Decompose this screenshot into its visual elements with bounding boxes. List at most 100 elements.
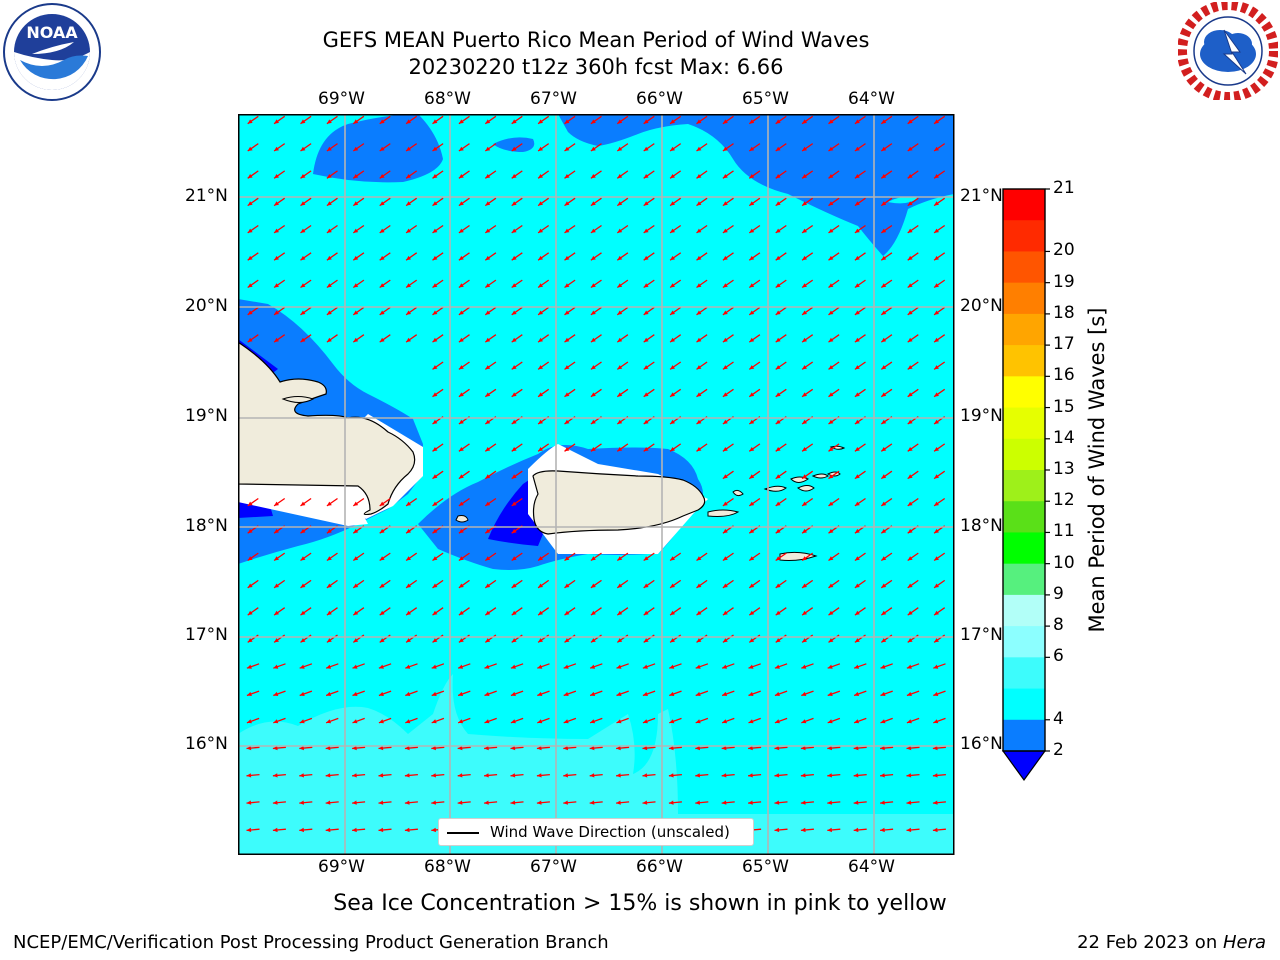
wind-wave-arrow-head <box>538 310 543 315</box>
wind-wave-arrow-head <box>907 174 913 179</box>
wind-wave-arrow-head <box>378 691 384 696</box>
wind-wave-arrow-head <box>246 800 252 805</box>
wind-wave-arrow-head <box>853 800 859 805</box>
wind-wave-arrow-head <box>616 691 622 696</box>
wind-wave-arrow-head <box>934 501 939 506</box>
wind-wave-arrow-head <box>670 228 675 233</box>
wind-wave-arrow-head <box>881 474 887 479</box>
wind-wave-arrow-head <box>538 583 543 588</box>
wind-wave-arrow-head <box>934 337 939 343</box>
wind-wave-arrow-head <box>432 365 438 370</box>
wind-wave-arrow-head <box>670 556 675 561</box>
wind-wave-arrow-head <box>353 528 359 534</box>
colorbar-tick-label: 19 <box>1053 271 1075 292</box>
wind-wave-arrow-head <box>880 664 886 669</box>
wind-wave-arrow-head <box>643 255 649 261</box>
wind-wave-arrow-head <box>564 119 570 124</box>
wind-wave-arrow-head <box>749 392 755 397</box>
wind-wave-arrow-head <box>300 228 306 233</box>
wind-wave-arrow-head <box>827 664 833 669</box>
wind-wave-arrow-head <box>272 745 278 751</box>
wind-wave-arrow-head <box>511 528 517 534</box>
hispaniola-land <box>238 341 416 516</box>
wind-wave-arrow-head <box>801 719 807 724</box>
wind-wave-arrow-head <box>696 201 702 206</box>
wind-wave-arrow-head <box>274 528 279 534</box>
wind-wave-arrow-head <box>485 447 491 452</box>
wind-wave-arrow-head <box>458 610 464 616</box>
wind-wave-arrow-head <box>406 228 411 233</box>
wind-wave-arrow-head <box>274 583 279 588</box>
wind-wave-arrow-head <box>775 201 781 206</box>
wind-wave-arrow-head <box>563 745 568 751</box>
colorbar-tick-label: 15 <box>1053 396 1075 417</box>
wind-wave-arrow-head <box>431 719 437 724</box>
wind-wave-arrow-head <box>432 174 438 179</box>
wind-wave-arrow-head <box>854 255 860 261</box>
wind-wave-arrow-head <box>432 201 438 206</box>
lon-label-bottom: 65°W <box>742 857 789 877</box>
wind-wave-arrow-head <box>881 310 887 315</box>
colorbar <box>1001 188 1050 782</box>
wind-wave-arrow-head <box>432 610 438 616</box>
wind-wave-arrow-head <box>511 119 517 124</box>
wind-wave-arrow-head <box>274 610 279 616</box>
wind-wave-arrow-head <box>722 691 728 696</box>
lon-label-bottom: 67°W <box>530 857 577 877</box>
wind-wave-arrow-head <box>538 174 543 179</box>
map-panel <box>238 114 955 855</box>
host-name: Hera <box>1222 932 1266 953</box>
wind-wave-arrow-head <box>458 146 464 151</box>
wind-wave-arrow-head <box>907 556 913 561</box>
wind-wave-arrow-head <box>590 174 596 179</box>
wind-wave-arrow-head <box>802 610 807 616</box>
mona-island <box>455 515 469 523</box>
wind-wave-arrow-head <box>932 827 938 833</box>
wind-wave-arrow-head <box>907 474 913 479</box>
wind-wave-arrow-head <box>537 664 543 669</box>
wind-wave-arrow-head <box>564 419 570 424</box>
wind-wave-arrow-head <box>484 719 490 724</box>
wind-wave-arrow-head <box>590 691 596 696</box>
wind-wave-arrow-head <box>274 638 279 643</box>
wind-wave-arrow-head <box>828 337 834 343</box>
wind-wave-arrow-head <box>432 447 438 452</box>
wind-wave-arrow-head <box>511 310 517 315</box>
wind-wave-arrow-head <box>934 556 939 561</box>
wind-wave-arrow-head <box>247 556 253 561</box>
wind-wave-arrow-head <box>353 638 359 643</box>
wind-wave-arrow-head <box>406 255 411 261</box>
wind-wave-arrow-head <box>669 691 675 696</box>
wind-wave-arrow-head <box>749 447 755 452</box>
wind-wave-arrow-head <box>274 146 279 151</box>
wind-wave-arrow-head <box>353 119 359 124</box>
wind-wave-arrow-head <box>511 392 517 397</box>
wind-wave-arrow-head <box>616 773 621 778</box>
wind-wave-arrow-head <box>485 638 491 643</box>
wind-wave-arrow-head <box>538 255 543 261</box>
wind-wave-arrow-head <box>352 745 357 751</box>
wind-wave-arrow-head <box>406 310 411 315</box>
colorbar-tick-label: 2 <box>1053 740 1064 760</box>
wind-wave-arrow-head <box>934 174 939 179</box>
wind-wave-arrow-head <box>300 556 306 561</box>
wind-wave-arrow-head <box>432 474 438 479</box>
wind-wave-arrow-head <box>880 691 886 696</box>
wind-wave-arrow-head <box>749 583 755 588</box>
wind-wave-arrow-head <box>590 255 596 261</box>
wind-wave-arrow-head <box>511 365 517 370</box>
wind-wave-arrow-head <box>617 174 623 179</box>
wind-wave-arrow-head <box>722 201 728 206</box>
wind-wave-arrow-head <box>854 528 860 534</box>
wind-wave-arrow-head <box>300 201 306 206</box>
wind-wave-arrow-head <box>907 337 913 343</box>
wind-wave-arrow-head <box>510 664 516 669</box>
wind-wave-arrow-head <box>617 146 623 151</box>
wind-wave-arrow-head <box>854 610 860 616</box>
wind-wave-arrow-head <box>352 827 357 833</box>
wind-wave-arrow-head <box>536 745 542 751</box>
wind-wave-arrow-head <box>274 556 279 561</box>
wind-wave-arrow-head <box>432 255 438 261</box>
wind-wave-arrow-head <box>379 146 385 151</box>
wind-wave-arrow-head <box>300 337 306 343</box>
